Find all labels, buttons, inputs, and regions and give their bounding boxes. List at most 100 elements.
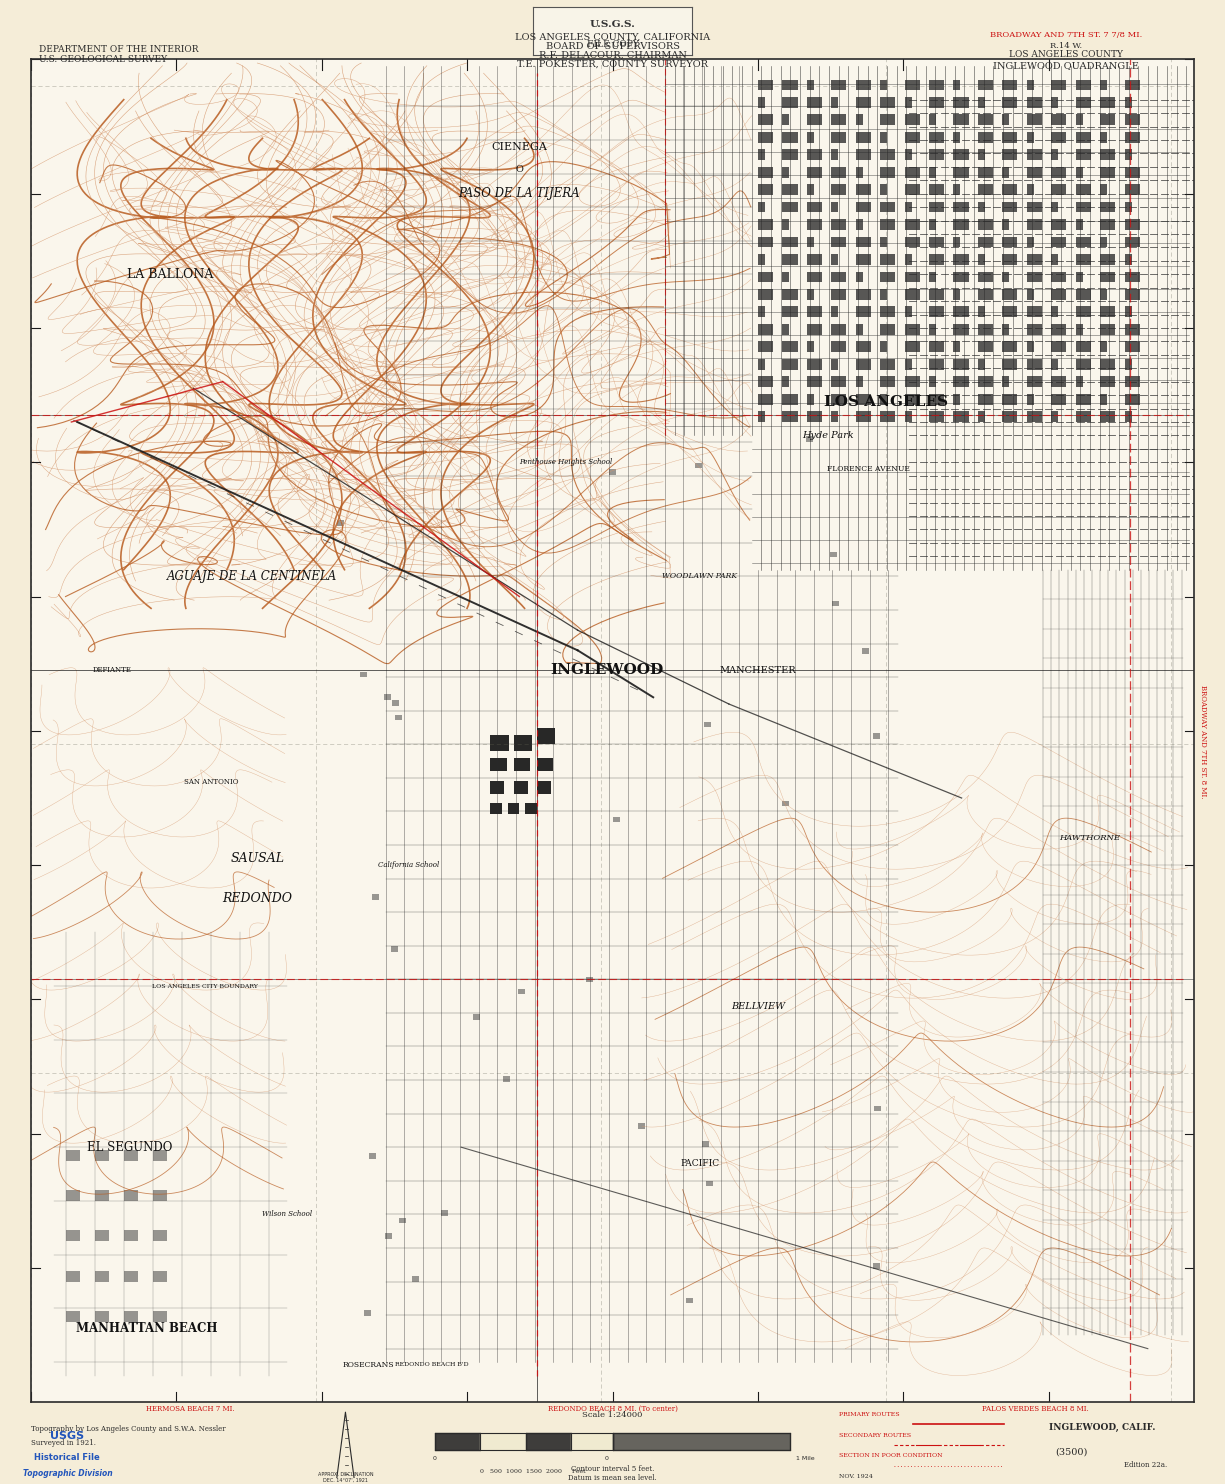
Bar (1051, 80, 1066, 91)
Text: PACIFIC: PACIFIC (680, 1159, 719, 1168)
Bar (1076, 254, 1090, 264)
Bar (856, 393, 871, 405)
Bar (856, 114, 862, 125)
Bar (929, 377, 936, 387)
Text: REDONDO BEACH B'D: REDONDO BEACH B'D (396, 1362, 469, 1367)
Bar (1002, 166, 1009, 178)
Bar (1051, 377, 1066, 387)
Bar (1125, 184, 1139, 194)
Bar (880, 184, 887, 194)
Bar (953, 254, 969, 264)
Bar (1100, 184, 1107, 194)
Text: HAWTHORNE: HAWTHORNE (1060, 834, 1120, 843)
Bar (880, 254, 895, 264)
Bar (758, 359, 764, 370)
Bar (490, 735, 508, 751)
Bar (880, 359, 895, 370)
Bar (758, 254, 764, 264)
Bar (832, 254, 838, 264)
Bar (873, 733, 880, 739)
Bar (929, 307, 944, 318)
Bar (66, 1310, 80, 1322)
Bar (807, 289, 813, 300)
Bar (1002, 202, 1018, 212)
Bar (953, 411, 969, 421)
Bar (832, 411, 838, 421)
Bar (953, 150, 969, 160)
Bar (1125, 132, 1139, 142)
Text: EL SEGUNDO: EL SEGUNDO (87, 1141, 173, 1153)
Bar (1002, 220, 1009, 230)
Bar (369, 1153, 376, 1159)
Bar (412, 1276, 419, 1282)
Bar (537, 781, 551, 794)
Text: LOS ANGELES COUNTY, CALIFORNIA: LOS ANGELES COUNTY, CALIFORNIA (514, 33, 710, 42)
Bar (124, 1230, 137, 1241)
Bar (1125, 254, 1132, 264)
Bar (1125, 80, 1139, 91)
Text: U.S.G.S.: U.S.G.S. (589, 19, 636, 28)
Bar (704, 723, 710, 727)
Bar (856, 80, 871, 91)
Bar (1027, 272, 1042, 282)
Bar (502, 1076, 510, 1082)
Bar (856, 184, 871, 194)
Bar (1002, 184, 1018, 194)
Bar (953, 272, 969, 282)
Bar (1125, 307, 1132, 318)
Bar (1027, 377, 1042, 387)
Bar (1076, 80, 1090, 91)
Bar (1076, 324, 1083, 335)
Bar (929, 272, 936, 282)
Bar (758, 341, 773, 352)
Bar (758, 377, 773, 387)
Bar (1125, 411, 1132, 421)
Text: DEFIANTE: DEFIANTE (93, 666, 131, 674)
Bar (807, 411, 822, 421)
Bar (953, 96, 969, 108)
Bar (385, 1233, 392, 1239)
Text: NOV. 1924: NOV. 1924 (839, 1474, 873, 1480)
Bar (1076, 289, 1090, 300)
Text: Surveyed in 1921.: Surveyed in 1921. (31, 1439, 96, 1447)
Text: Scale 1:24000: Scale 1:24000 (582, 1410, 643, 1419)
Bar (1125, 377, 1139, 387)
Bar (953, 114, 969, 125)
Bar (783, 307, 797, 318)
Bar (978, 166, 993, 178)
Bar (1051, 220, 1066, 230)
Bar (1002, 359, 1018, 370)
Bar (1051, 393, 1066, 405)
Bar (1100, 393, 1107, 405)
Bar (391, 947, 398, 951)
Bar (904, 341, 920, 352)
Bar (1125, 324, 1139, 335)
Bar (94, 1190, 109, 1201)
Text: LA BALLONA: LA BALLONA (127, 267, 213, 280)
Text: INGLEWOOD, CALIF.: INGLEWOOD, CALIF. (1050, 1423, 1155, 1432)
Bar (385, 695, 391, 699)
Bar (832, 307, 838, 318)
Bar (929, 359, 944, 370)
Bar (1100, 220, 1115, 230)
Bar (807, 341, 813, 352)
Bar (832, 202, 838, 212)
Bar (1027, 114, 1042, 125)
Bar (537, 758, 554, 772)
Bar (1002, 114, 1009, 125)
Bar (1076, 150, 1090, 160)
Bar (807, 150, 822, 160)
Bar (1125, 272, 1139, 282)
Bar (929, 166, 936, 178)
Bar (953, 80, 960, 91)
Bar (832, 184, 846, 194)
Bar (1002, 272, 1009, 282)
Bar (783, 359, 797, 370)
Bar (1125, 220, 1139, 230)
Bar (490, 758, 507, 772)
Bar (394, 715, 402, 720)
Bar (1100, 377, 1115, 387)
Bar (807, 184, 813, 194)
Bar (758, 324, 773, 335)
Bar (1125, 341, 1139, 352)
